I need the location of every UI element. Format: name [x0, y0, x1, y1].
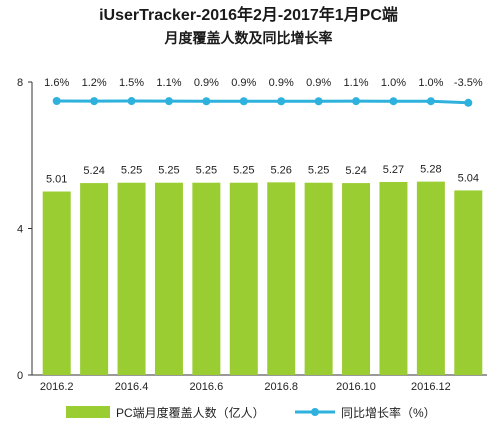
chart-title: iUserTracker-2016年2月-2017年1月PC端 — [99, 7, 398, 24]
x-tick-label: 2016.6 — [190, 381, 224, 393]
x-tick-label: 2016.8 — [264, 381, 298, 393]
growth-point — [164, 97, 173, 106]
growth-point — [352, 97, 361, 106]
growth-value-label: 1.1% — [156, 77, 181, 89]
bar-value-label: 5.28 — [420, 164, 441, 176]
bar — [154, 182, 183, 375]
bar — [267, 182, 296, 375]
bar-value-label: 5.25 — [308, 165, 329, 177]
legend-line-marker — [311, 408, 319, 416]
growth-value-label: 1.2% — [82, 77, 107, 89]
bar — [42, 191, 71, 375]
bar-value-label: 5.25 — [196, 165, 217, 177]
bar-value-label: 5.25 — [158, 165, 179, 177]
bar — [229, 182, 258, 375]
growth-point — [426, 97, 435, 106]
growth-point — [239, 97, 248, 106]
bar-value-label: 5.04 — [458, 172, 479, 184]
growth-value-label: 0.9% — [269, 77, 294, 89]
bar — [416, 181, 445, 375]
growth-value-label: 0.9% — [231, 77, 256, 89]
bar-value-label: 5.26 — [270, 164, 291, 176]
x-tick-label: 2016.10 — [336, 381, 376, 393]
x-tick-label: 2016.2 — [40, 381, 74, 393]
legend-line-label: 同比增长率（%） — [341, 405, 436, 420]
y-tick-label: 8 — [17, 77, 23, 89]
growth-value-label: 1.1% — [344, 77, 369, 89]
bar-value-label: 5.01 — [46, 174, 67, 186]
y-tick-label: 4 — [17, 224, 23, 236]
growth-point — [127, 97, 136, 106]
growth-point — [314, 97, 323, 106]
bar — [379, 181, 408, 375]
growth-point — [389, 97, 398, 106]
chart-subtitle: 月度覆盖人数及同比增长率 — [164, 30, 333, 46]
bar — [192, 182, 221, 375]
bar-value-label: 5.25 — [121, 165, 142, 177]
growth-point — [52, 97, 61, 105]
x-tick-label: 2016.4 — [115, 381, 149, 393]
bar-value-label: 5.24 — [83, 165, 104, 177]
bar-value-label: 5.25 — [233, 165, 254, 177]
growth-point — [90, 97, 99, 106]
growth-line — [56, 99, 469, 105]
x-tick-label: 2016.12 — [411, 381, 451, 393]
bar — [454, 190, 483, 375]
growth-point — [464, 98, 473, 107]
legend-bar-swatch — [66, 406, 110, 418]
bar — [342, 183, 371, 375]
legend-bar-label: PC端月度覆盖人数（亿人） — [116, 405, 265, 420]
bar — [117, 182, 146, 375]
growth-value-label: 1.6% — [44, 77, 69, 89]
growth-value-label: 0.9% — [194, 77, 219, 89]
growth-value-label: -3.5% — [454, 77, 483, 89]
growth-value-label: 0.9% — [306, 77, 331, 89]
growth-value-label: 1.5% — [119, 77, 144, 89]
growth-value-label: 1.0% — [381, 77, 406, 89]
bar-value-label: 5.27 — [383, 164, 404, 176]
bar — [304, 182, 333, 375]
bar — [80, 183, 109, 375]
growth-point — [277, 97, 286, 106]
bar-value-label: 5.24 — [345, 165, 366, 177]
growth-point — [202, 97, 211, 106]
growth-value-label: 1.0% — [418, 77, 443, 89]
y-tick-label: 0 — [17, 370, 23, 382]
